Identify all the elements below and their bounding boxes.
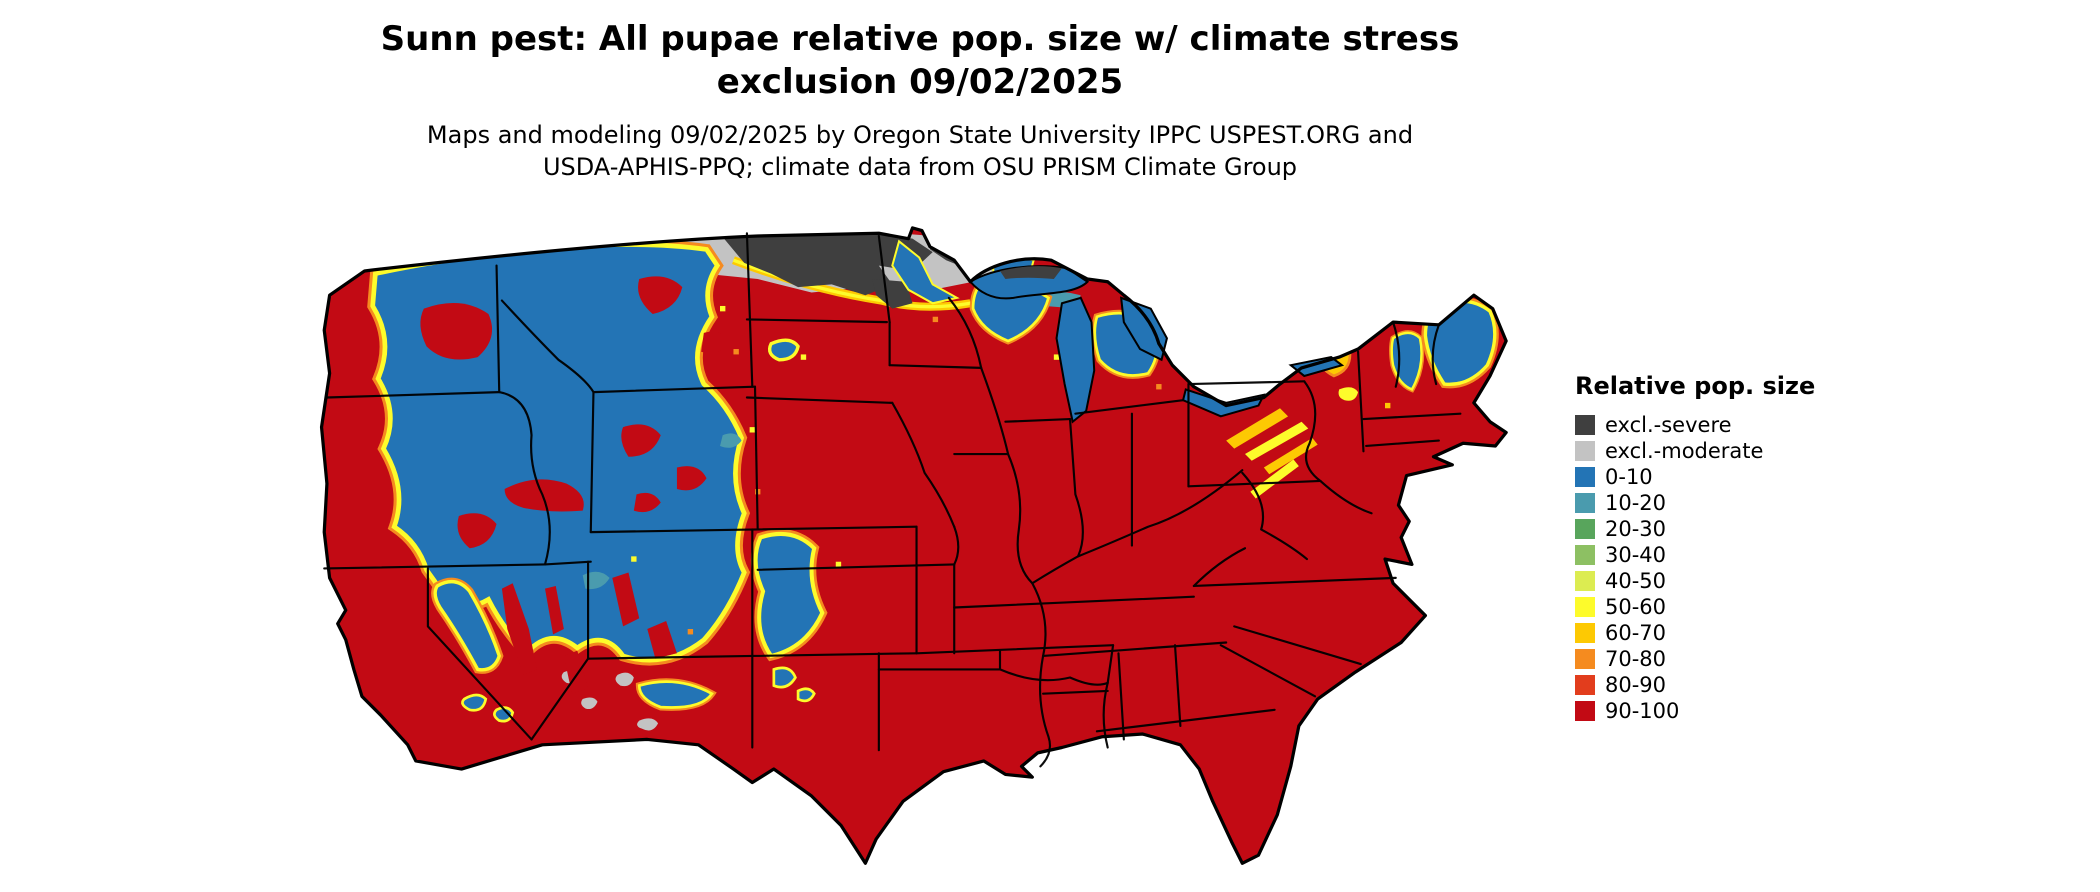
- legend-swatch: [1575, 415, 1595, 435]
- legend-item: 20-30: [1575, 516, 1815, 542]
- legend-swatch: [1575, 545, 1595, 565]
- legend-item-label: 10-20: [1605, 490, 1667, 515]
- lake-superior-gray-area: [1000, 266, 1062, 280]
- legend-item: 30-40: [1575, 542, 1815, 568]
- legend-swatch: [1575, 649, 1595, 669]
- lake-superior: [968, 265, 1090, 300]
- arizona-rim-region: [639, 682, 712, 708]
- legend-item: 70-80: [1575, 646, 1815, 672]
- low-population-west-region: [373, 245, 745, 694]
- map-header: Sunn pest: All pupae relative pop. size …: [0, 18, 1840, 184]
- legend-item-label: 20-30: [1605, 516, 1667, 541]
- legend-item: 40-50: [1575, 568, 1815, 594]
- subtitle-line2: USDA-APHIS-PPQ; climate data from OSU PR…: [542, 153, 1298, 182]
- legend-swatch: [1575, 519, 1595, 539]
- pa-ridge-streak: [1263, 437, 1318, 475]
- page-title-line2: exclusion 09/02/2025: [716, 61, 1124, 102]
- legend-item: 50-60: [1575, 594, 1815, 620]
- legend-item: excl.-moderate: [1575, 438, 1815, 464]
- legend-swatch: [1575, 441, 1595, 461]
- legend-item: 60-70: [1575, 620, 1815, 646]
- legend-item: 90-100: [1575, 698, 1815, 724]
- lake-michigan: [1055, 296, 1096, 424]
- legend-swatch: [1575, 623, 1595, 643]
- lake-ontario: [1288, 356, 1345, 378]
- legend-item: 0-10: [1575, 464, 1815, 490]
- legend-title: Relative pop. size: [1575, 372, 1816, 400]
- legend-item-label: excl.-moderate: [1605, 438, 1764, 463]
- legend-swatch: [1575, 597, 1595, 617]
- subtitle-line1: Maps and modeling 09/02/2025 by Oregon S…: [426, 121, 1414, 149]
- state-borders: [323, 232, 1462, 768]
- legend-swatch: [1575, 493, 1595, 513]
- us-map-container: [300, 225, 1525, 885]
- catskills-patch: [1338, 387, 1359, 401]
- sierra-nevada-region: [435, 582, 515, 723]
- legend-item-label: excl.-severe: [1605, 412, 1732, 437]
- legend-item-label: 30-40: [1605, 542, 1667, 567]
- new-mexico-mountain-spots: [772, 666, 816, 703]
- legend-item-label: 60-70: [1605, 620, 1667, 645]
- page-title-line1: Sunn pest: All pupae relative pop. size …: [380, 19, 1460, 59]
- legend-swatch: [1575, 701, 1595, 721]
- allegheny-streak: [1250, 459, 1299, 499]
- legend-item: 80-90: [1575, 672, 1815, 698]
- legend-swatch: [1575, 467, 1595, 487]
- pa-ridge-streak: [1226, 408, 1289, 449]
- map-subtitle: Maps and modeling 09/02/2025 by Oregon S…: [0, 119, 1840, 184]
- legend-swatch: [1575, 675, 1595, 695]
- legend-item-label: 50-60: [1605, 594, 1667, 619]
- pa-ridge-streak: [1245, 421, 1309, 461]
- black-hills-region: [767, 338, 800, 362]
- legend-item-label: 0-10: [1605, 464, 1653, 489]
- legend-item: 10-20: [1575, 490, 1815, 516]
- legend-item: excl.-severe: [1575, 412, 1815, 438]
- legend-items: excl.-severe excl.-moderate 0-10 10-20 2…: [1575, 412, 1815, 724]
- colorado-rockies-region: [756, 534, 823, 656]
- great-lakes: [968, 265, 1345, 424]
- us-outline: [319, 226, 1508, 865]
- lake-huron: [1119, 296, 1168, 362]
- legend-item-label: 70-80: [1605, 646, 1667, 671]
- legend-swatch: [1575, 571, 1595, 591]
- legend-item-label: 90-100: [1605, 698, 1680, 723]
- legend-item-label: 80-90: [1605, 672, 1667, 697]
- legend-item-label: 40-50: [1605, 568, 1667, 593]
- map-legend: Relative pop. size excl.-severe excl.-mo…: [1575, 372, 1815, 724]
- us-map: [319, 226, 1508, 865]
